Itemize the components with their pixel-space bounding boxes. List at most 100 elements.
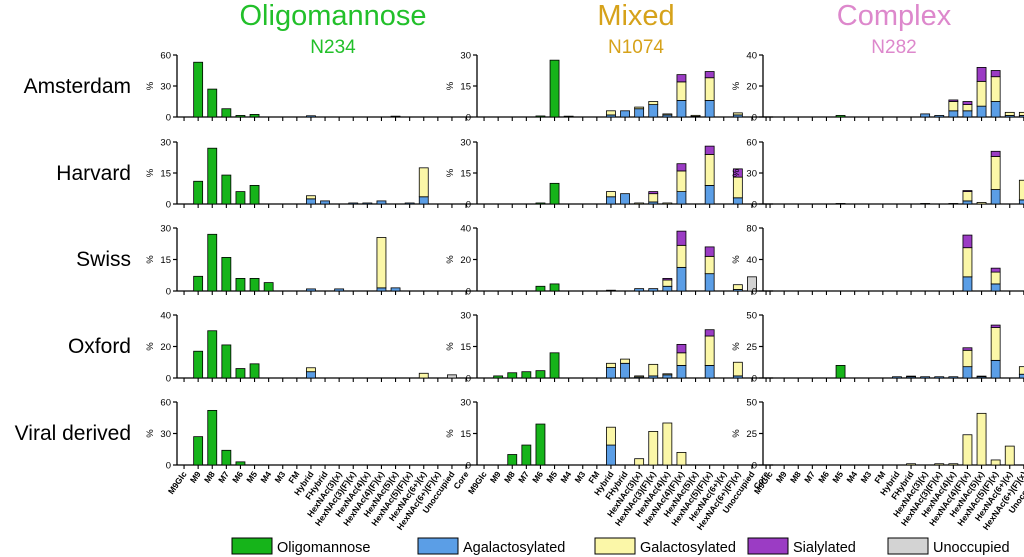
bar-galactosylated-hexnac-4-f-x <box>676 352 687 366</box>
y-tick-label: 15 <box>460 429 471 440</box>
legend-item-oligomannose: Oligomannose <box>231 537 371 556</box>
y-tick-label: 20 <box>746 82 757 93</box>
y-tick-label: 25 <box>746 342 757 353</box>
y-tick-label: 30 <box>460 398 471 409</box>
row-label-harvard: Harvard <box>56 162 131 185</box>
bar-galactosylated-hexnac-4-f-x <box>676 170 687 193</box>
y-axis-label: % <box>731 429 742 438</box>
y-axis-label: % <box>445 342 456 351</box>
panel-amsterdam-complex: 0 20 40% <box>731 51 1024 124</box>
bar-agalactosylated-hexnac-5-x <box>390 287 401 292</box>
panel-amsterdam-mixed: 0 15 30% <box>445 51 774 124</box>
bar-agalactosylated-hexnac-3-f-x <box>934 376 945 379</box>
bar-galactosylated-hexnac-6-x <box>418 167 429 198</box>
y-tick-label: 80 <box>746 224 757 235</box>
bar-agalactosylated-hexnac-3-x <box>920 376 931 379</box>
bar-agalactosylated-hybrid <box>306 371 316 379</box>
bar-galactosylated-fhybrid <box>620 358 630 364</box>
panel-swiss-complex: 0 40 80% <box>731 224 1024 298</box>
row-labels: Amsterdam Harvard Swiss Oxford Viral der… <box>15 75 131 445</box>
x-tick-label: M4 <box>844 469 859 485</box>
bar-galactosylated-fhybrid <box>906 463 916 466</box>
legend-label: Galactosylated <box>640 540 736 556</box>
y-tick-label: 30 <box>746 169 757 180</box>
x-tick-label: M8 <box>202 469 217 485</box>
bar-galactosylated-hexnac-5-f-x <box>990 459 1001 466</box>
bar-agalactosylated-hexnac-5-f-x <box>990 283 1001 292</box>
bar-galactosylated-hexnac-3-x <box>634 106 645 110</box>
y-tick-label: 0 <box>166 461 171 472</box>
bar-galactosylated-hexnac-3-f-x <box>648 430 659 466</box>
bar-agalactosylated-hexnac-4-f-x <box>676 100 687 118</box>
bar-oligomannose-m9 <box>193 275 204 292</box>
bar-galactosylated-hexnac-5-x <box>976 80 987 107</box>
bar-oligomannose-m7 <box>221 449 232 466</box>
y-tick-label: 15 <box>160 255 171 266</box>
y-tick-label: 15 <box>460 169 471 180</box>
bar-galactosylated-hexnac-4-x <box>948 203 959 205</box>
bar-sialylated-hexnac-4-x <box>662 277 673 281</box>
legend-swatch <box>887 537 929 555</box>
bar-agalactosylated-hexnac-5-f-x <box>704 273 715 292</box>
bar-oligomannose-m4 <box>263 282 274 292</box>
bar-oligomannose-m9 <box>493 375 504 379</box>
bar-agalactosylated-fhybrid <box>620 193 630 205</box>
bar-oligomannose-m4 <box>563 115 574 118</box>
bar-oligomannose-m8 <box>207 147 218 205</box>
column-subtitle-complex: N282 <box>871 37 916 58</box>
bar-agalactosylated-hybrid <box>892 376 902 379</box>
bar-galactosylated-hybrid <box>306 195 316 200</box>
bar-agalactosylated-fhybrid <box>620 110 630 118</box>
bar-oligomannose-m8 <box>507 454 518 466</box>
x-tick-label: M9Glc <box>166 469 189 496</box>
legend-swatch <box>417 537 459 555</box>
y-axis-label: % <box>145 342 156 351</box>
bar-galactosylated-hexnac-6-f-x <box>1018 179 1024 201</box>
x-tick-label: M5 <box>544 469 559 485</box>
legend-item-galactosylated: Galactosylated <box>594 537 736 556</box>
legend-item-sialylated: Sialylated <box>747 537 856 556</box>
bar-sialylated-hexnac-5-x <box>976 67 987 82</box>
bar-galactosylated-hexnac-4-x <box>662 279 673 287</box>
panel-harvard-oligomannose: 0 15 30% <box>145 138 474 211</box>
bar-galactosylated-hexnac-6-f-x <box>732 361 743 377</box>
y-tick-label: 0 <box>752 374 757 385</box>
bar-oligomannose-m8 <box>207 330 218 379</box>
bar-galactosylated-hexnac-6-f-x <box>732 176 743 199</box>
legend-item-unoccupied: Unoccupied <box>887 537 1010 556</box>
y-axis-label: % <box>731 255 742 264</box>
bar-agalactosylated-hexnac-3-f-x <box>348 202 359 205</box>
bar-galactosylated-hexnac-4-f-x <box>962 349 973 368</box>
bar-sialylated-hexnac-5-f-x <box>704 71 715 79</box>
bar-sialylated-hexnac-5-f-x <box>704 246 715 257</box>
bar-agalactosylated-hexnac-4-f-x <box>676 266 687 292</box>
bar-oligomannose-m7 <box>221 344 232 379</box>
bar-galactosylated-hexnac-3-x <box>634 375 645 378</box>
bar-agalactosylated-hexnac-5-f-x <box>704 184 715 205</box>
column-title-complex: Complex <box>837 0 952 32</box>
bar-galactosylated-hexnac-5-f-x <box>704 77 715 101</box>
bar-galactosylated-hexnac-5-f-x <box>990 327 1001 361</box>
y-axis-label: % <box>445 168 456 177</box>
bar-agalactosylated-hybrid <box>606 367 616 379</box>
bar-oligomannose-m6 <box>235 368 246 379</box>
bar-agalactosylated-hexnac-4-f-x <box>962 366 973 379</box>
bar-unoccupied-unoccupied <box>747 276 757 292</box>
bar-agalactosylated-hexnac-4-f-x <box>376 200 387 205</box>
bar-agalactosylated-hybrid <box>606 444 616 466</box>
bar-galactosylated-fhybrid <box>906 375 916 378</box>
x-tick-label: M9Glc <box>466 469 489 496</box>
x-tick-label: M7 <box>802 469 817 485</box>
bar-oligomannose-m8 <box>507 372 518 379</box>
bar-galactosylated-hexnac-4-f-x <box>962 191 973 202</box>
x-tick-label: M4 <box>558 469 573 485</box>
x-tick-label: M7 <box>516 469 531 485</box>
bar-agalactosylated-hexnac-3-x <box>634 108 645 118</box>
bar-oligomannose-m7 <box>221 174 232 205</box>
bar-sialylated-hexnac-5-f-x <box>990 70 1001 78</box>
bar-agalactosylated-hexnac-6-f-x <box>1018 199 1024 205</box>
y-axis-label: % <box>145 81 156 90</box>
bar-galactosylated-hexnac-3-f-x <box>934 463 945 466</box>
bar-agalactosylated-hexnac-4-f-x <box>376 287 387 292</box>
legend-label: Oligomannose <box>277 540 371 556</box>
